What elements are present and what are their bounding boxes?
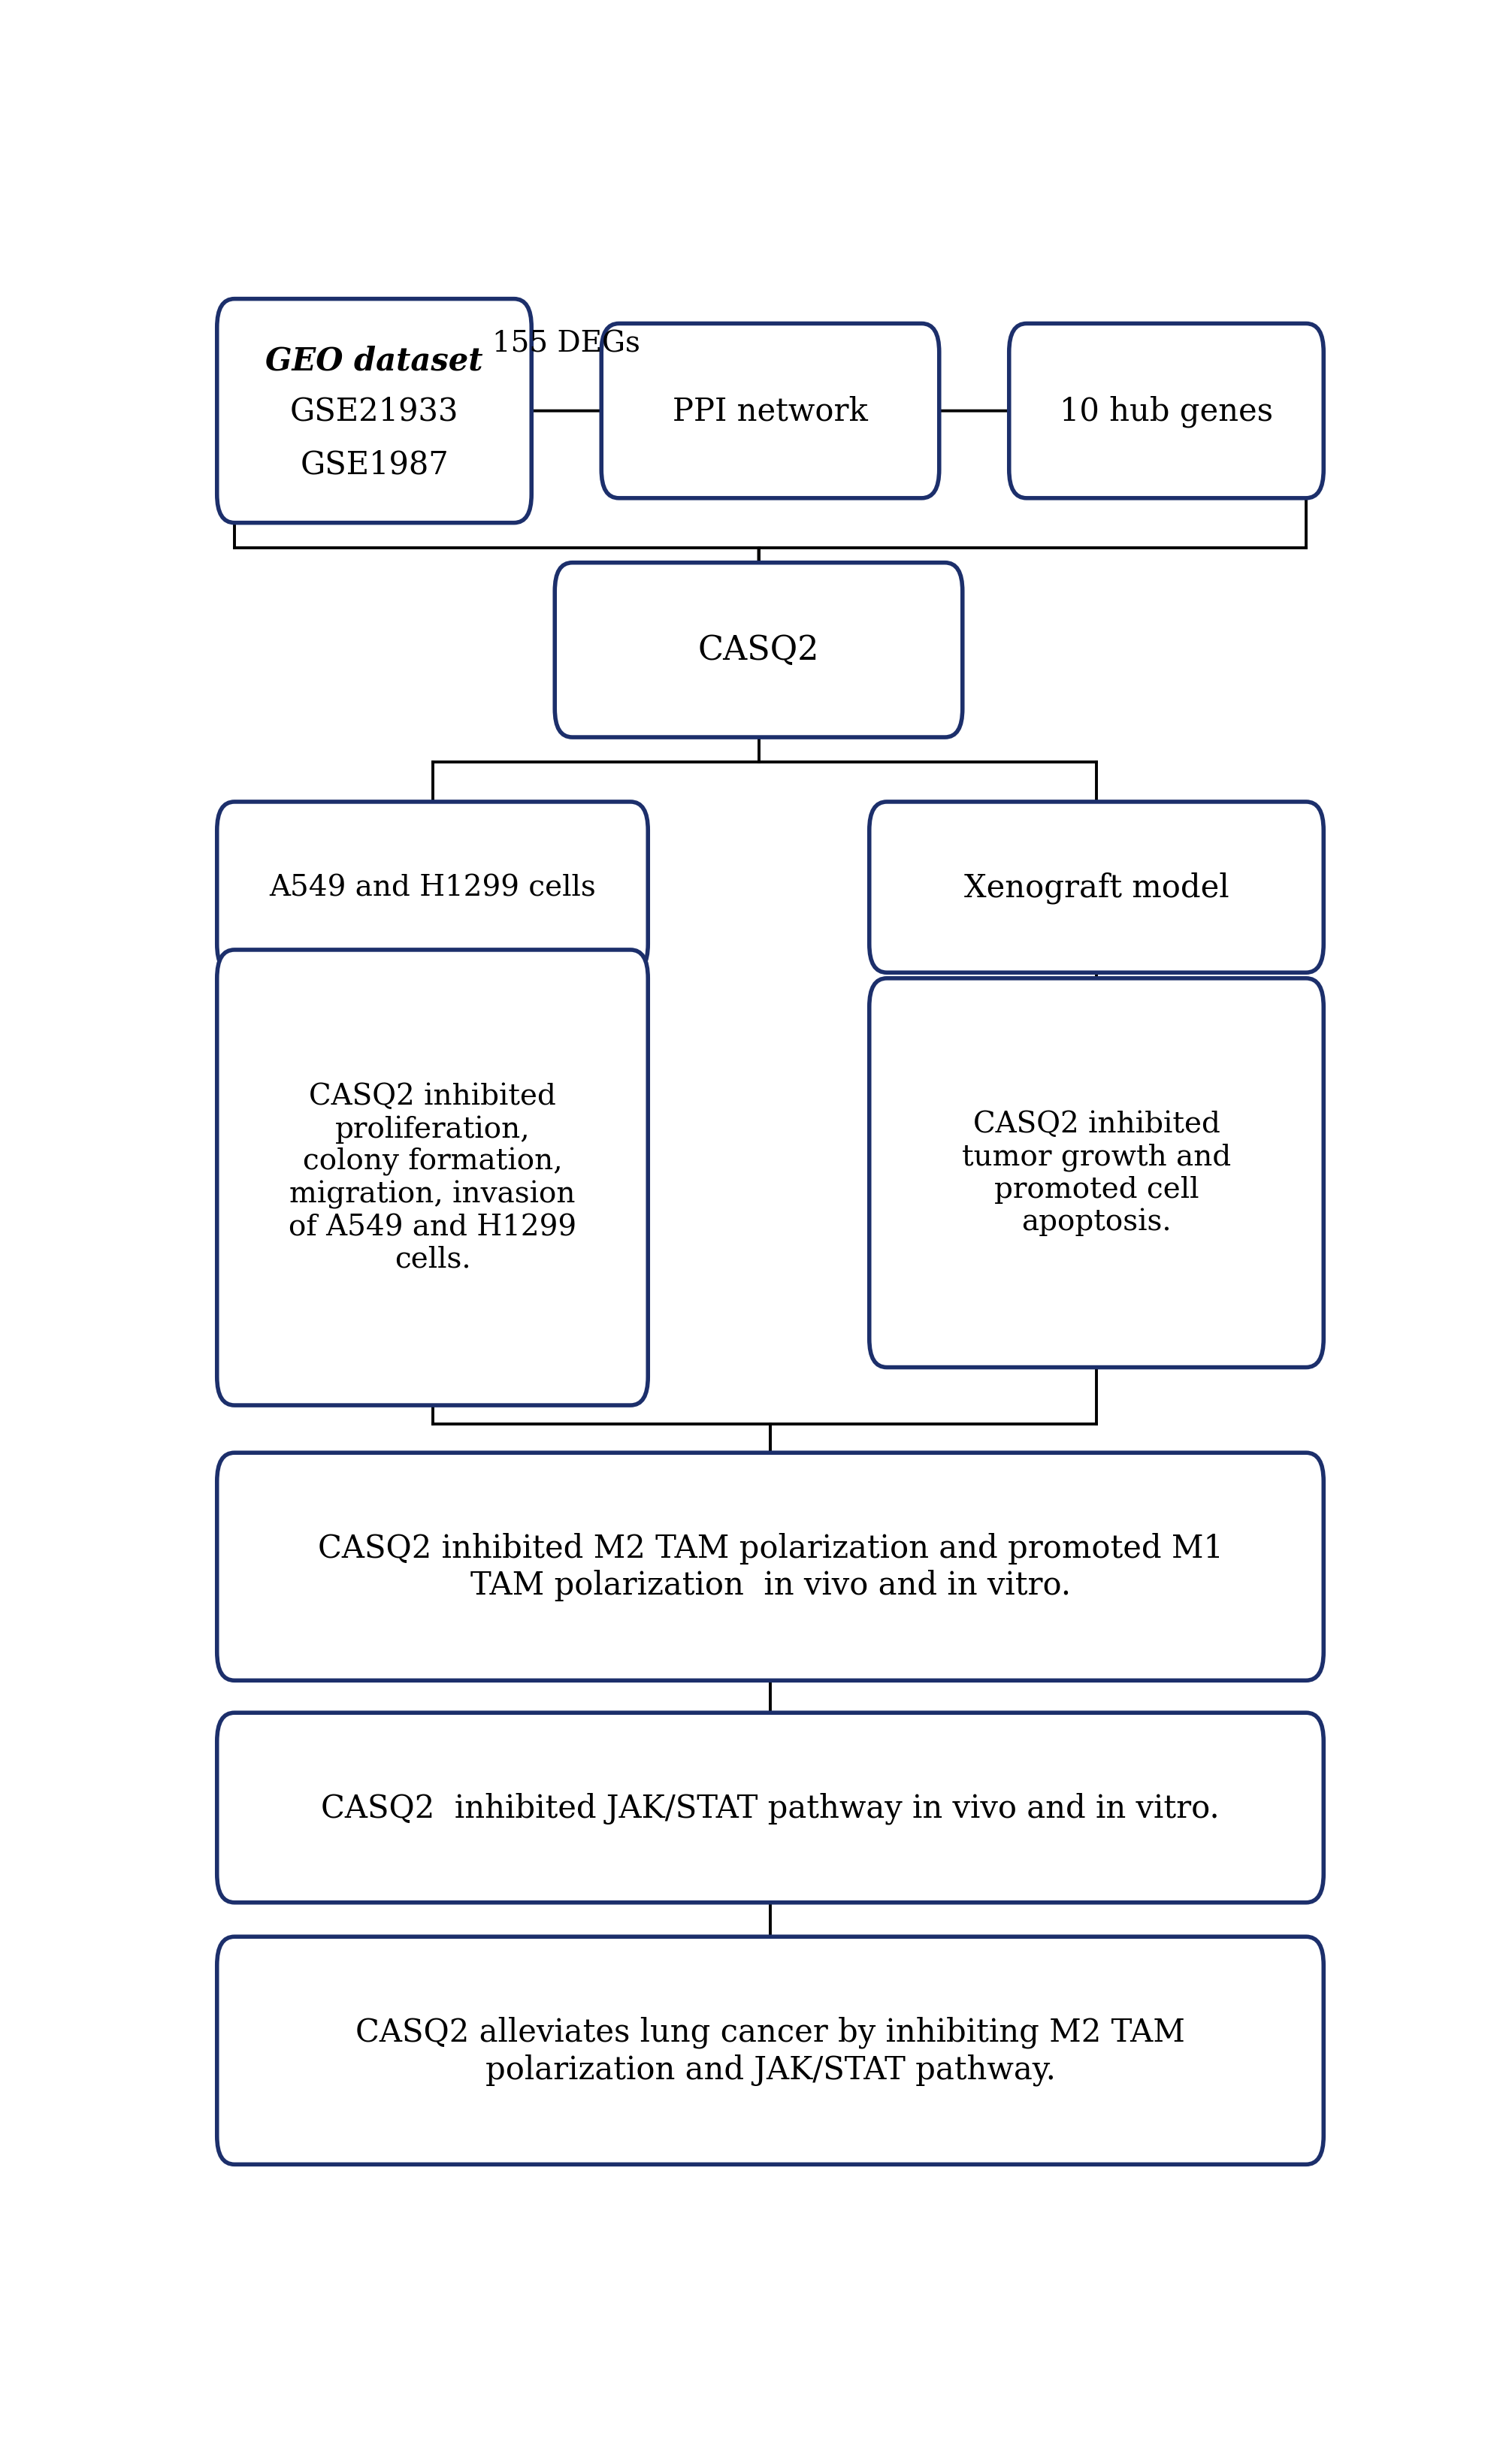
FancyBboxPatch shape [216,951,648,1404]
FancyBboxPatch shape [555,564,962,737]
FancyBboxPatch shape [216,803,648,973]
Text: CASQ2  inhibited JAK/STAT pathway in vivo and in vitro.: CASQ2 inhibited JAK/STAT pathway in vivo… [322,1791,1219,1823]
FancyBboxPatch shape [216,1712,1324,1902]
Text: Xenograft model: Xenograft model [963,872,1229,904]
FancyBboxPatch shape [1009,325,1324,498]
Text: PPI network: PPI network [673,397,867,426]
Text: CASQ2: CASQ2 [697,633,819,668]
FancyBboxPatch shape [869,803,1324,973]
Text: CASQ2 inhibited
tumor growth and
promoted cell
apoptosis.: CASQ2 inhibited tumor growth and promote… [962,1111,1231,1237]
Text: GSE1987: GSE1987 [301,448,448,480]
Text: CASQ2 inhibited M2 TAM polarization and promoted M1
TAM polarization  in vivo an: CASQ2 inhibited M2 TAM polarization and … [317,1533,1223,1602]
Text: GEO dataset: GEO dataset [266,345,482,377]
FancyBboxPatch shape [216,1454,1324,1680]
Text: GSE21933: GSE21933 [290,397,458,426]
Text: A549 and H1299 cells: A549 and H1299 cells [269,875,595,902]
Text: CASQ2 inhibited
proliferation,
colony formation,
migration, invasion
of A549 and: CASQ2 inhibited proliferation, colony fo… [289,1082,577,1274]
FancyBboxPatch shape [216,301,532,522]
FancyBboxPatch shape [869,978,1324,1368]
Text: CASQ2 alleviates lung cancer by inhibiting M2 TAM
polarization and JAK/STAT path: CASQ2 alleviates lung cancer by inhibiti… [356,2016,1184,2085]
FancyBboxPatch shape [216,1937,1324,2163]
FancyBboxPatch shape [601,325,939,498]
Text: 155 DEGs: 155 DEGs [493,330,640,357]
Text: 10 hub genes: 10 hub genes [1060,394,1273,426]
